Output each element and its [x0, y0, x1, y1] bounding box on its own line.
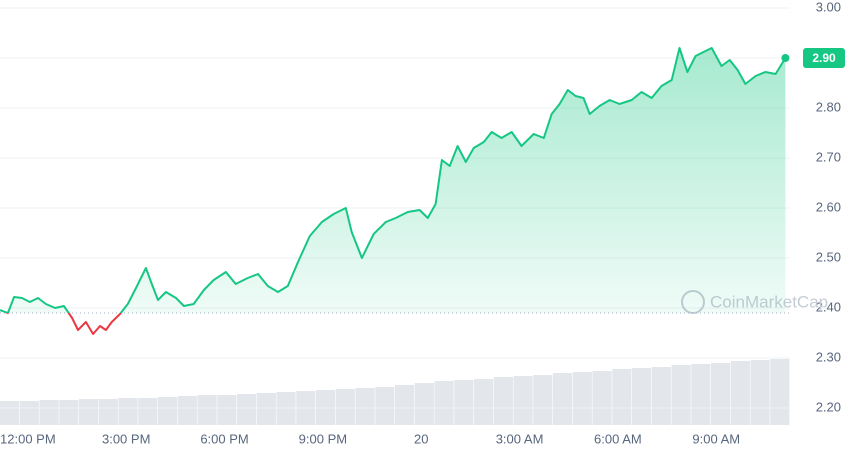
- y-tick-label: 2.80: [816, 99, 841, 114]
- x-tick-label: 3:00 PM: [102, 431, 150, 446]
- y-tick-label: 2.70: [816, 149, 841, 164]
- x-tick-label: 9:00 AM: [692, 431, 740, 446]
- x-tick-label: 3:00 AM: [496, 431, 544, 446]
- area: [0, 48, 786, 313]
- volume-bar: [414, 383, 434, 425]
- volume-bar: [59, 400, 79, 425]
- volume-bar: [237, 394, 257, 425]
- volume-bar: [335, 389, 355, 425]
- y-tick-label: 2.40: [816, 299, 841, 314]
- x-tick-label: 9:00 PM: [299, 431, 347, 446]
- x-tick-label: 6:00 AM: [594, 431, 642, 446]
- y-tick-label: 2.50: [816, 249, 841, 264]
- y-tick-label: 2.30: [816, 349, 841, 364]
- volume-bar: [395, 385, 415, 425]
- volume-bar: [434, 381, 454, 425]
- volume-bar: [375, 387, 395, 425]
- price-tag: [803, 48, 845, 68]
- volume-bar: [592, 371, 612, 425]
- volume-bar: [39, 400, 59, 425]
- volume-bar: [138, 398, 158, 425]
- volume-bar: [158, 397, 178, 425]
- volume-bar: [197, 395, 217, 425]
- volume-bar: [98, 399, 118, 425]
- volume-bar: [711, 363, 731, 425]
- volume-bar: [19, 401, 39, 425]
- volume-bar: [770, 359, 790, 425]
- volume-bar: [632, 368, 652, 425]
- volume-bar: [533, 375, 553, 425]
- volume-bar: [572, 372, 592, 425]
- volume-bar: [256, 393, 276, 425]
- y-tick-label: 2.60: [816, 199, 841, 214]
- x-tick-label: 6:00 PM: [200, 431, 248, 446]
- volume-bar: [691, 364, 711, 425]
- price-line: [0, 47, 787, 335]
- volume-bar: [118, 398, 138, 425]
- volume-bar: [730, 361, 750, 425]
- y-tick-label: 2.20: [816, 399, 841, 414]
- volume-bar: [454, 380, 474, 425]
- volume-bar: [612, 369, 632, 425]
- volume-bar: [493, 377, 513, 425]
- volume-bar: [651, 367, 671, 425]
- volume-bar: [0, 401, 20, 425]
- volume-bar: [474, 379, 494, 425]
- last-point: [781, 54, 790, 62]
- volume-bar: [553, 373, 573, 425]
- volume-bar: [177, 396, 197, 425]
- volume-bar: [355, 388, 375, 425]
- volume-bar: [750, 360, 770, 425]
- x-tick-label: 12:00 PM: [0, 431, 56, 446]
- volume-bar: [217, 395, 237, 425]
- price-tag-label: 2.90: [812, 51, 836, 65]
- x-tick-label: 20: [414, 431, 428, 446]
- volume-bar: [79, 399, 99, 425]
- volume-bar: [513, 376, 533, 425]
- y-tick-label: 3.00: [816, 0, 841, 14]
- volume-bar: [671, 365, 691, 425]
